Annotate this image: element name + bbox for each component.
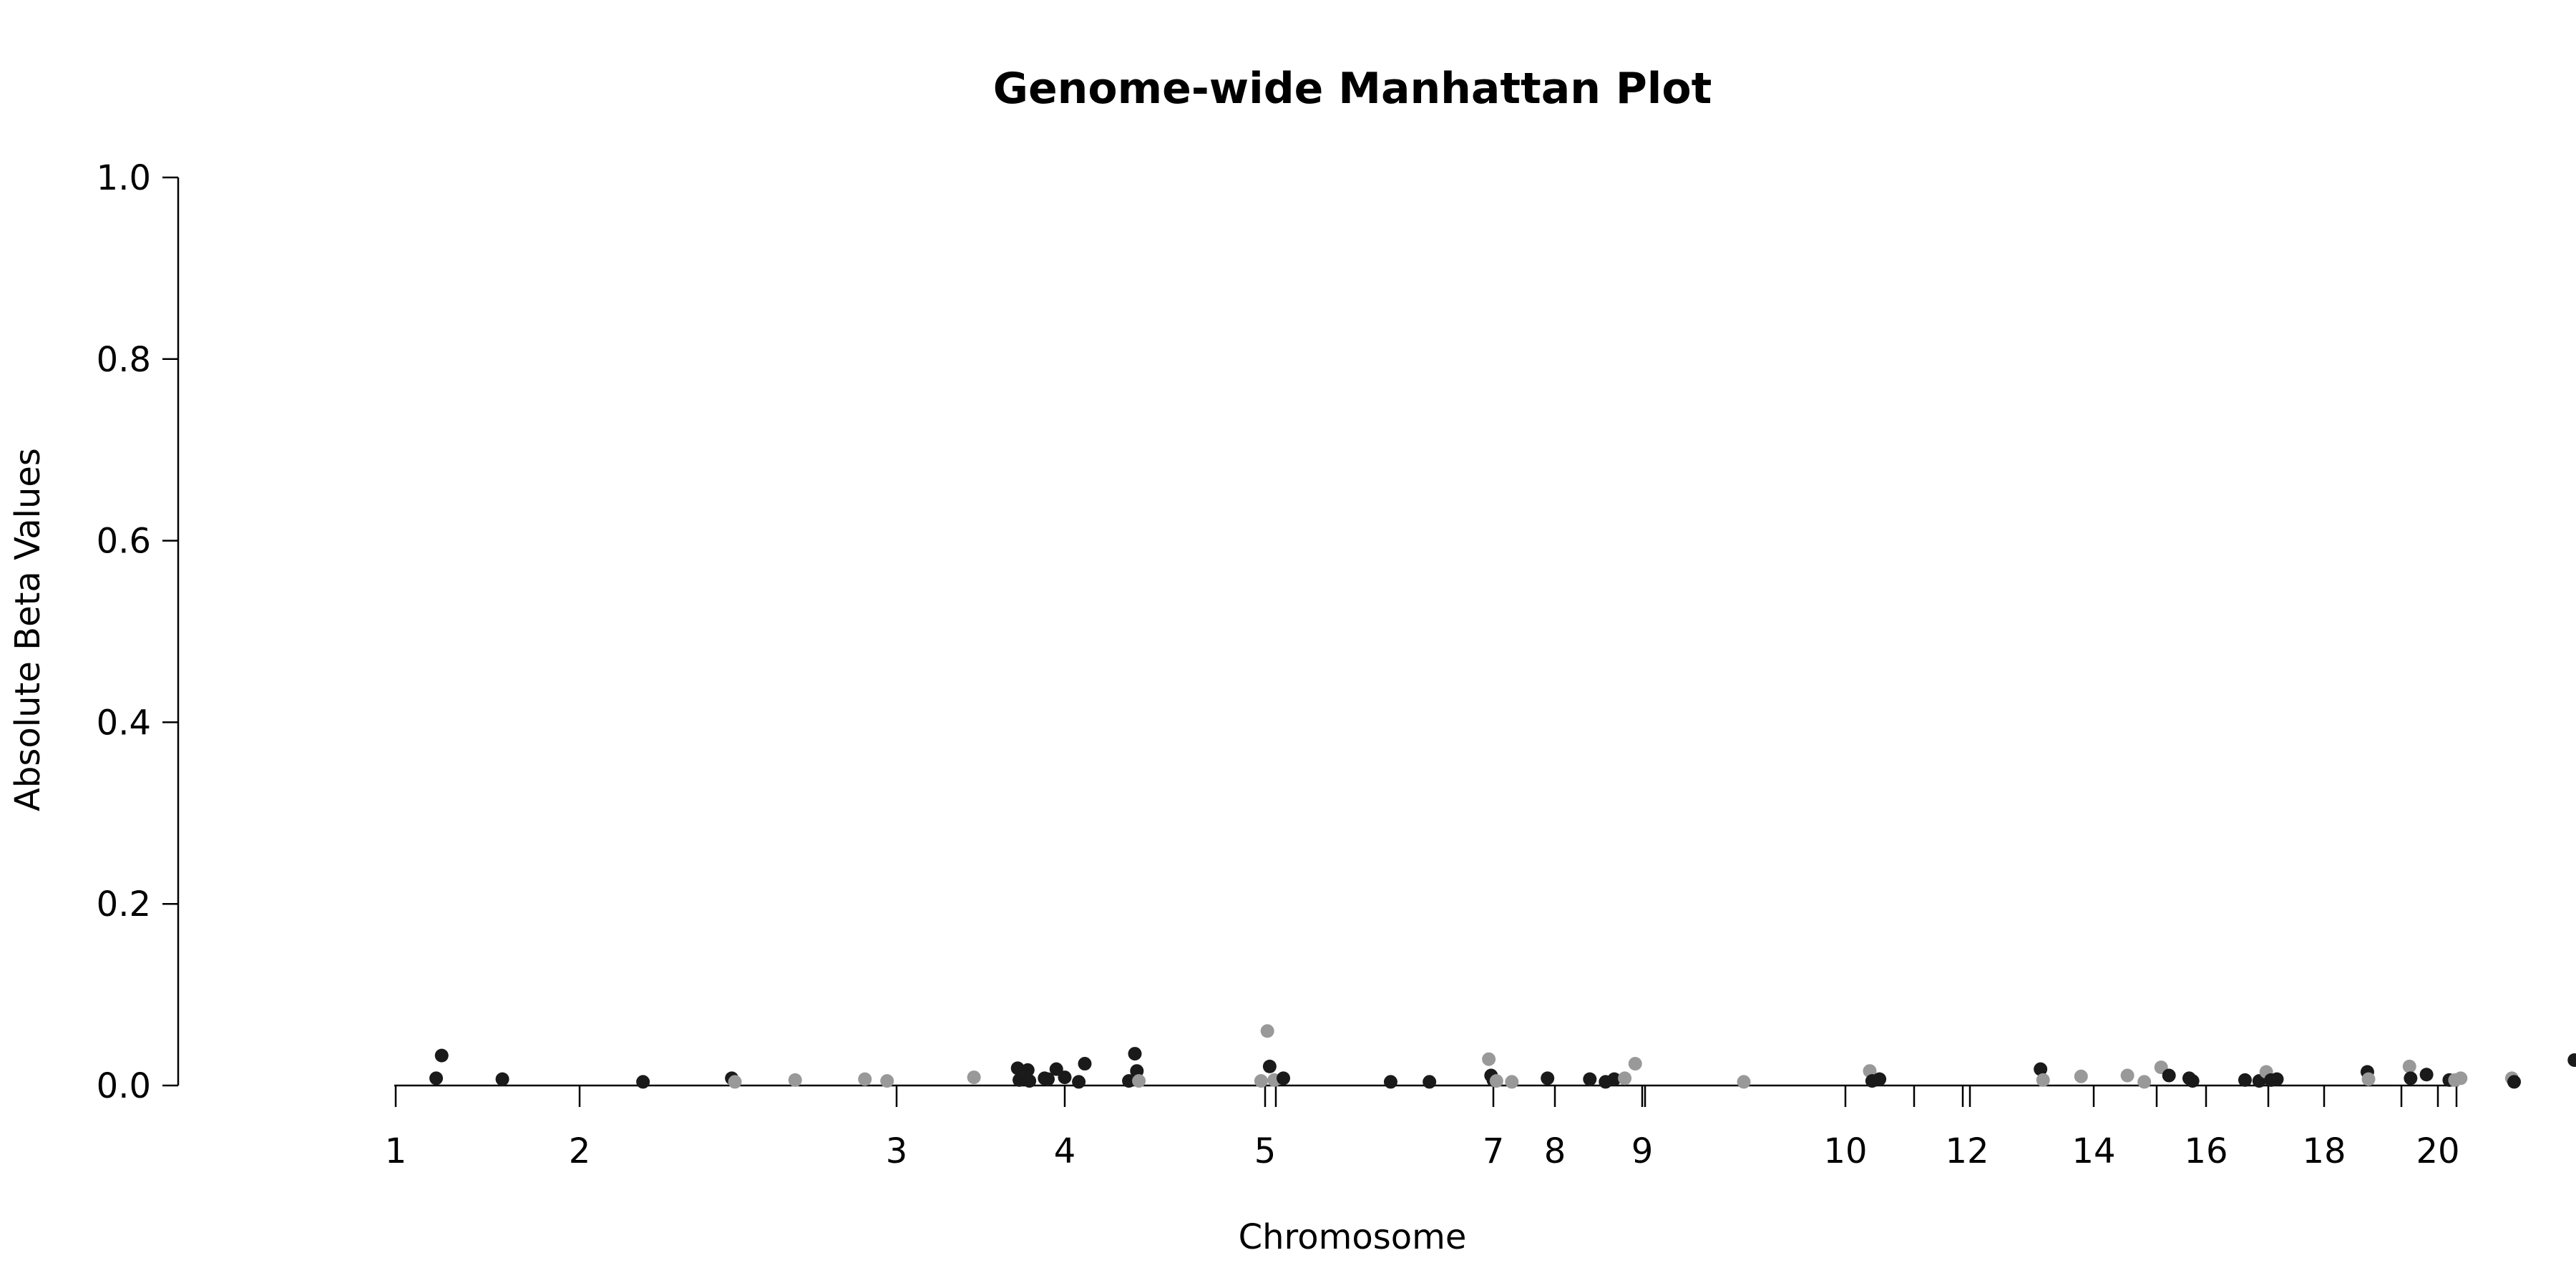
data-point xyxy=(636,1075,650,1089)
data-point xyxy=(1505,1075,1519,1089)
y-tick-label: 0.4 xyxy=(97,703,151,743)
data-point xyxy=(2567,1053,2576,1067)
x-axis-ticks: 1 2 3 4 5 7 8 9 10 12 14 16 18 20 xyxy=(385,1085,2460,1171)
x-tick-label: 18 xyxy=(2302,1131,2346,1171)
data-point xyxy=(1873,1072,1887,1086)
data-point xyxy=(2238,1073,2252,1087)
y-axis-label: Absolute Beta Values xyxy=(8,448,48,811)
data-point xyxy=(880,1074,894,1088)
data-point xyxy=(2404,1071,2418,1085)
data-point xyxy=(434,1048,449,1063)
data-point xyxy=(1583,1072,1597,1086)
data-point xyxy=(1489,1074,1503,1088)
data-point xyxy=(1041,1072,1055,1086)
x-tick-label: 3 xyxy=(886,1131,908,1171)
x-tick-label: 1 xyxy=(385,1131,407,1171)
x-tick-label: 9 xyxy=(1631,1131,1654,1171)
data-point xyxy=(1277,1071,1291,1085)
y-tick-label: 0.6 xyxy=(97,522,151,562)
y-axis-ticks: 0.0 0.2 0.4 0.6 0.8 1.0 xyxy=(97,158,178,1106)
chart-title: Genome-wide Manhattan Plot xyxy=(993,64,1712,114)
data-point xyxy=(1122,1074,1136,1088)
x-tick-label: 20 xyxy=(2416,1131,2459,1171)
data-point xyxy=(2120,1068,2135,1083)
data-point xyxy=(1482,1052,1496,1066)
y-tick-label: 0.2 xyxy=(97,884,151,924)
data-point xyxy=(1262,1059,1277,1073)
x-tick-label: 5 xyxy=(1254,1131,1277,1171)
y-tick-label: 1.0 xyxy=(97,158,151,198)
data-point xyxy=(1737,1075,1751,1089)
data-point xyxy=(1254,1074,1268,1088)
x-tick-label: 4 xyxy=(1054,1131,1076,1171)
x-tick-label: 8 xyxy=(1544,1131,1566,1171)
data-points xyxy=(429,1024,2576,1089)
data-point xyxy=(1607,1072,1621,1086)
x-axis-label: Chromosome xyxy=(1239,1217,1467,1257)
x-tick-label: 10 xyxy=(1823,1131,1867,1171)
x-tick-label: 7 xyxy=(1483,1131,1505,1171)
data-point xyxy=(1260,1024,1274,1038)
data-point xyxy=(728,1075,742,1089)
data-point xyxy=(429,1071,444,1085)
x-tick-label: 12 xyxy=(1945,1131,1989,1171)
x-tick-label: 2 xyxy=(569,1131,591,1171)
data-point xyxy=(1049,1062,1063,1076)
data-point xyxy=(2419,1068,2434,1082)
data-point xyxy=(495,1072,509,1086)
data-point xyxy=(858,1072,872,1086)
data-point xyxy=(2270,1072,2284,1086)
data-point xyxy=(2036,1073,2050,1087)
data-point xyxy=(1628,1057,1642,1071)
data-point xyxy=(1383,1075,1397,1089)
data-point xyxy=(2162,1068,2176,1083)
data-point xyxy=(2361,1072,2376,1086)
y-tick-label: 0.8 xyxy=(97,340,151,380)
data-point xyxy=(2137,1075,2152,1089)
data-point xyxy=(2507,1075,2522,1089)
data-point xyxy=(1618,1071,1632,1085)
data-point xyxy=(2454,1071,2468,1085)
x-tick-label: 14 xyxy=(2072,1131,2115,1171)
x-tick-label: 16 xyxy=(2184,1131,2228,1171)
data-point xyxy=(1010,1061,1025,1075)
data-point xyxy=(967,1070,981,1085)
y-tick-label: 0.0 xyxy=(97,1066,151,1106)
data-point xyxy=(1020,1063,1035,1077)
data-point xyxy=(1423,1075,1437,1089)
data-point xyxy=(1078,1057,1092,1071)
data-point xyxy=(1072,1075,1086,1089)
data-point xyxy=(1128,1047,1142,1061)
data-point xyxy=(1023,1074,1037,1088)
data-point xyxy=(1058,1070,1072,1085)
data-point xyxy=(2185,1074,2200,1088)
data-point xyxy=(2034,1062,2048,1076)
data-point xyxy=(1541,1071,1555,1085)
data-point xyxy=(1013,1073,1027,1087)
data-point xyxy=(2402,1059,2416,1073)
data-point xyxy=(788,1073,802,1087)
data-point xyxy=(2074,1069,2088,1083)
data-point xyxy=(1132,1074,1146,1088)
